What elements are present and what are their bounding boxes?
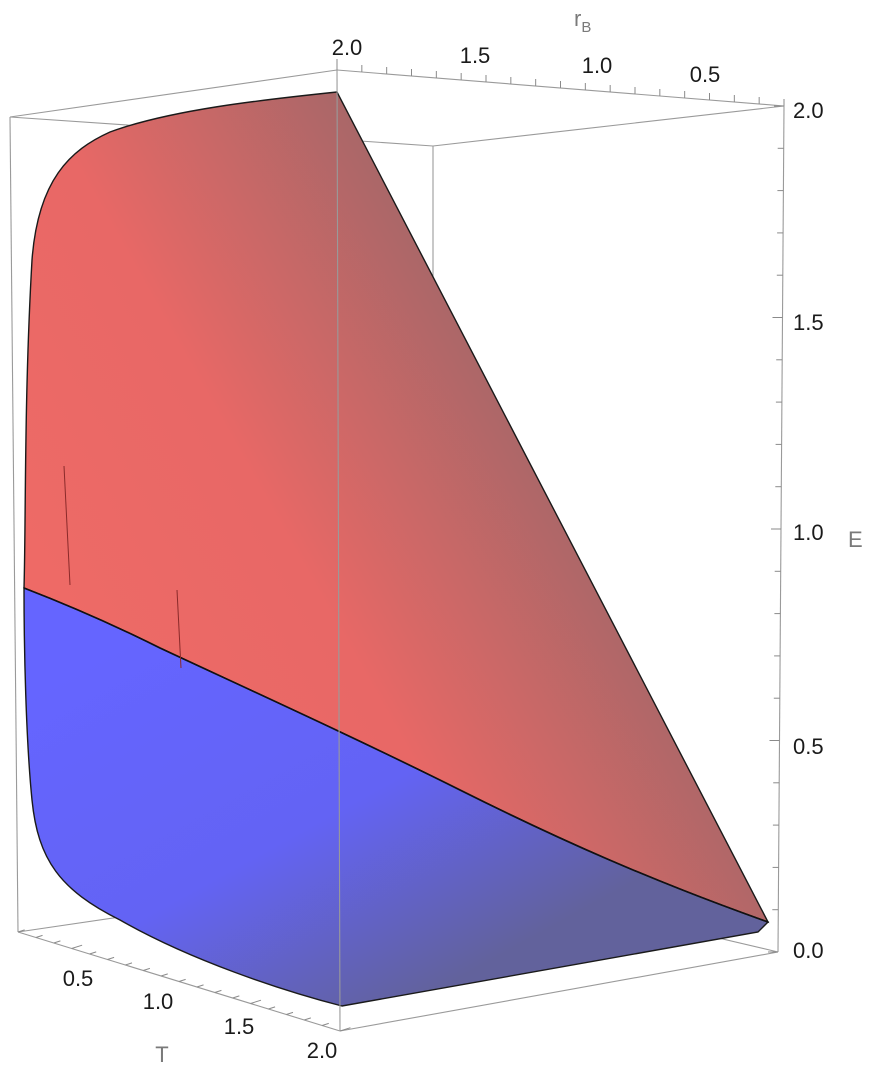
t-axis-tick — [35, 934, 43, 938]
t-axis-tick — [286, 1011, 294, 1015]
intersection-curve — [23, 587, 769, 923]
t-tick-label: 0.5 — [63, 966, 94, 991]
t-axis-tick — [89, 951, 97, 955]
e-tick-label: 1.5 — [793, 310, 824, 335]
t-axis-tick — [321, 1022, 329, 1026]
t-axis-tick — [17, 929, 25, 933]
t-tick-labels: 0.5 1.0 1.5 2.0 — [63, 966, 338, 1063]
t-axis-tick — [339, 1027, 351, 1032]
t-axis-tick — [268, 1006, 276, 1010]
t-axis-tick — [178, 978, 186, 982]
t-tick-label: 1.0 — [143, 989, 174, 1014]
rb-axis-label: rB — [574, 6, 591, 36]
t-tick-label: 2.0 — [307, 1038, 338, 1063]
rb-tick-label: 2.0 — [332, 35, 363, 60]
e-tick-labels: 0.0 0.5 1.0 1.5 2.0 — [793, 98, 824, 963]
t-axis-label: T — [155, 1042, 168, 1067]
t-axis-tick — [232, 995, 240, 999]
t-tick-label: 1.5 — [224, 1014, 255, 1039]
t-axis-tick — [160, 973, 168, 977]
rb-tick-label: 1.0 — [582, 53, 613, 78]
rb-tick-label: 0.5 — [690, 62, 721, 87]
e-tick-label: 0.0 — [793, 938, 824, 963]
e-tick-label: 1.0 — [793, 520, 824, 545]
rb-tick-label: 1.5 — [460, 43, 491, 68]
t-axis-tick — [71, 944, 83, 949]
e-axis-label: E — [848, 527, 863, 552]
t-axis-tick — [304, 1017, 312, 1021]
t-axis-tick — [196, 984, 204, 988]
e-tick-label: 0.5 — [793, 734, 824, 759]
t-axis-tick — [214, 989, 222, 993]
t-axis-tick — [53, 940, 61, 944]
t-axis-tick — [250, 999, 262, 1004]
tick-marks — [17, 59, 785, 1032]
t-axis-tick — [107, 956, 115, 960]
rb-tick-labels: 2.0 1.5 1.0 0.5 — [332, 35, 721, 87]
e-tick-label: 2.0 — [793, 98, 824, 123]
t-axis-tick — [125, 962, 133, 966]
surface-artifacts — [63, 465, 182, 669]
t-axis-tick — [143, 967, 151, 971]
